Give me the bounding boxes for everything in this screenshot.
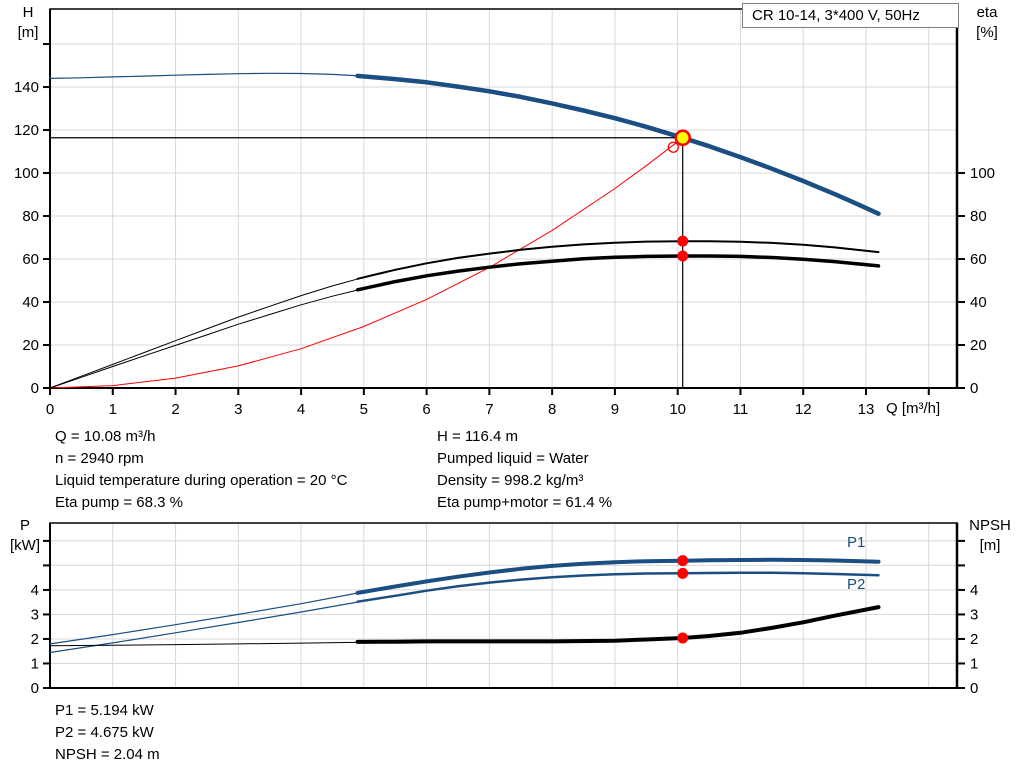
pump-curve-thin	[49, 72, 365, 79]
left-tick-label: 0	[31, 380, 39, 397]
eta-pump-curve-thin	[49, 276, 365, 389]
x-tick-label: 7	[485, 401, 493, 418]
x-tick-label: 10	[669, 401, 686, 418]
npsh-axis-label-unit: [m]	[979, 537, 1001, 554]
right-tick-label: 100	[970, 165, 995, 182]
p-axis-label-unit: [kW]	[10, 537, 40, 554]
gridlines	[50, 523, 957, 688]
left-tick-label: 60	[22, 251, 39, 268]
p1-curve-label: P1	[847, 534, 866, 551]
left-tick-label: 100	[14, 165, 39, 182]
x-tick-label: 8	[548, 401, 556, 418]
info-density: Density = 998.2 kg/m³	[437, 472, 584, 489]
npsh-axis-label: NPSH [m]	[960, 516, 1020, 556]
info-eta-pump-motor: Eta pump+motor = 61.4 %	[437, 494, 613, 511]
eta-axis-label: eta [%]	[965, 3, 1009, 43]
p1-curve	[355, 557, 881, 595]
x-tick-label: 3	[234, 401, 242, 418]
p-axis-label: P [kW]	[3, 516, 47, 556]
info-p2: P2 = 4.675 kW	[55, 724, 154, 741]
duty-info-bottom: P1 = 5.194 kW P2 = 4.675 kW NPSH = 2.04 …	[55, 700, 160, 766]
right-tick-label: 20	[970, 337, 987, 354]
left-tick-label: 20	[22, 337, 39, 354]
info-eta-pump: Eta pump = 68.3 %	[55, 494, 183, 511]
h-axis-label-unit: [m]	[17, 24, 39, 41]
duty-info-right: H = 116.4 m Pumped liquid = Water Densit…	[437, 426, 612, 514]
right-tick-label: 1	[970, 655, 978, 672]
eta-pump-motor-curve	[355, 254, 881, 292]
x-tick-label: 12	[795, 401, 812, 418]
power-npsh-chart: 0 1 2 3 4 0 1 2 3 4	[31, 522, 978, 697]
left-tick-label: 1	[31, 655, 39, 672]
eta-axis-label-unit: [%]	[976, 24, 998, 41]
duty-point	[674, 129, 691, 147]
x-tick-label: 13	[858, 401, 875, 418]
eta-pump-motor-point	[677, 250, 689, 262]
x-tick-label: 4	[297, 401, 305, 418]
info-p1: P1 = 5.194 kW	[55, 702, 154, 719]
p-axis-label-symbol: P	[19, 517, 30, 534]
left-tick-label: 40	[22, 294, 39, 311]
npsh-curve-thin	[49, 641, 365, 647]
q-axis-label: Q [m³/h]	[886, 400, 941, 417]
x-tick-label: 2	[171, 401, 179, 418]
info-n: n = 2940 rpm	[55, 450, 144, 467]
info-npsh: NPSH = 2.04 m	[55, 746, 160, 763]
right-tick-label: 0	[970, 680, 978, 697]
right-tick-label: 0	[970, 380, 978, 397]
p1-point	[677, 555, 689, 567]
p2-curve-thin	[49, 600, 365, 654]
pump-title-box: CR 10-14, 3*400 V, 50Hz	[742, 3, 959, 28]
npsh-curve	[355, 605, 881, 644]
npsh-point	[677, 632, 689, 644]
p1-curve-thin	[49, 591, 365, 645]
right-tick-label: 80	[970, 208, 987, 225]
duty-point-requested	[667, 141, 679, 153]
duty-info-left: Q = 10.08 m³/h n = 2940 rpm Liquid tempe…	[55, 426, 347, 514]
x-tick-label: 6	[422, 401, 430, 418]
x-tick-label: 9	[611, 401, 619, 418]
p2-curve-label: P2	[847, 576, 866, 593]
eta-pump-point	[677, 235, 689, 247]
right-tick-label: 2	[970, 631, 978, 648]
right-tick-label: 3	[970, 606, 978, 623]
left-tick-label: 2	[31, 631, 39, 648]
x-tick-label: 0	[46, 401, 54, 418]
right-tick-label: 60	[970, 251, 987, 268]
pump-curve	[355, 73, 881, 216]
eta-axis-label-symbol: eta	[976, 4, 998, 21]
left-tick-label: 3	[31, 606, 39, 623]
left-tick-label: 140	[14, 79, 39, 96]
x-tick-label: 5	[360, 401, 368, 418]
p2-curve	[356, 571, 880, 603]
left-tick-label: 0	[31, 680, 39, 697]
h-axis-label: H [m]	[10, 3, 46, 43]
eta-pump-curve	[356, 240, 880, 280]
h-axis-label-symbol: H	[22, 4, 34, 21]
info-h: H = 116.4 m	[437, 428, 519, 445]
right-tick-label: 40	[970, 294, 987, 311]
left-tick-label: 4	[31, 582, 39, 599]
plot-frame	[49, 8, 958, 389]
left-tick-label: 80	[22, 208, 39, 225]
right-tick-label: 4	[970, 582, 978, 599]
info-q: Q = 10.08 m³/h	[55, 428, 156, 445]
eta-pump-motor-curve-thin	[49, 288, 365, 389]
x-tick-label: 1	[109, 401, 117, 418]
info-pumped-liquid: Pumped liquid = Water	[437, 450, 589, 467]
system-curve	[49, 137, 684, 389]
p2-point	[677, 567, 689, 579]
x-tick-label: 11	[733, 401, 749, 418]
left-tick-label: 120	[14, 122, 39, 139]
info-liquid-temp: Liquid temperature during operation = 20…	[55, 472, 348, 489]
npsh-axis-label-symbol: NPSH	[969, 517, 1011, 534]
gridlines	[50, 9, 957, 388]
